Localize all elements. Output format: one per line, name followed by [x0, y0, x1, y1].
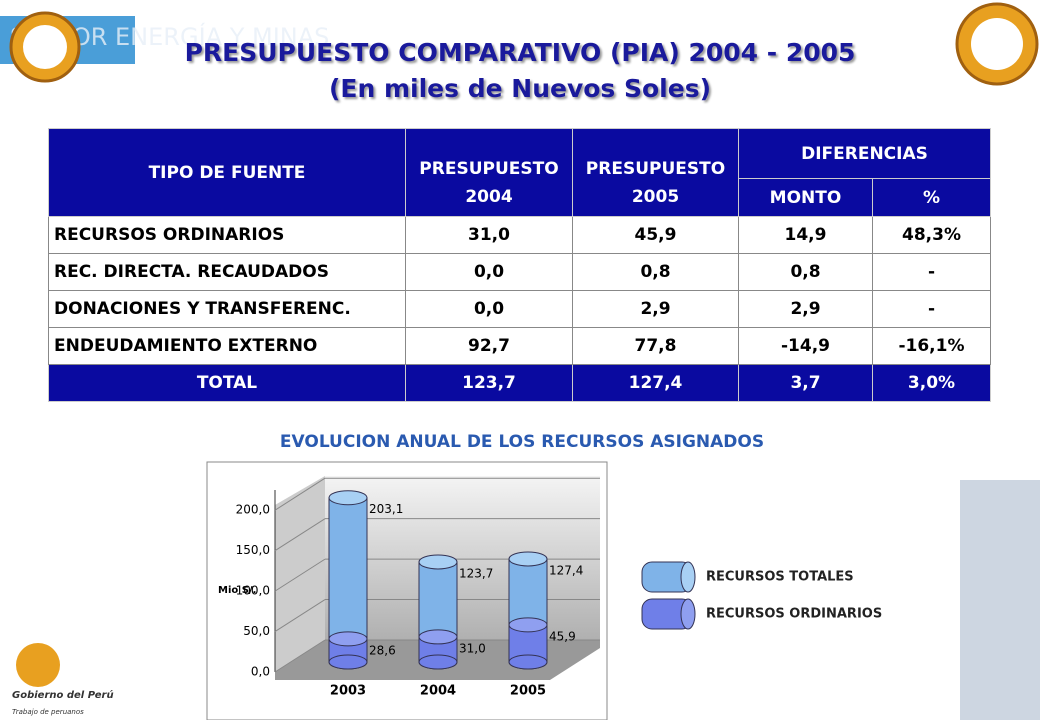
header-cell: 2005	[572, 178, 739, 217]
table-cell: TOTAL	[48, 364, 406, 402]
budget-table: TIPO DE FUENTE PRESUPUESTO PRESUPUESTO D…	[48, 128, 991, 402]
logo-left-inner	[23, 25, 67, 69]
cylinder-bottom	[418, 654, 458, 670]
back-wall	[325, 476, 600, 640]
cylinder-top	[508, 617, 548, 633]
y-tick-label: 0,0	[251, 665, 270, 679]
table-row: REC. DIRECTA. RECAUDADOS 0,0 0,8 0,8-	[48, 253, 991, 291]
header-cell: MONTO	[738, 178, 873, 217]
table-cell: 0,0	[405, 290, 573, 328]
title: PRESUPUESTO COMPARATIVO (PIA) 2004 - 200…	[184, 38, 856, 67]
table-cell: 0,0	[405, 253, 573, 291]
y-tick-label: 200,0	[236, 503, 270, 517]
header-cell: DIFERENCIAS	[738, 128, 991, 179]
table-cell: -	[872, 253, 991, 291]
table-cell: 123,7	[405, 364, 573, 402]
header-cell: PRESUPUESTO	[572, 128, 739, 179]
chart-title: EVOLUCION ANUAL DE LOS RECURSOS ASIGNADO…	[279, 432, 765, 452]
legend-label: RECURSOS TOTALES	[706, 570, 854, 585]
cylinder-top	[328, 490, 368, 506]
table-cell: REC. DIRECTA. RECAUDADOS	[48, 253, 406, 291]
table-row: ENDEUDAMIENTO EXTERNO 92,7 77,8 -14,9 -16,1%	[48, 327, 991, 365]
value-label: 31,0	[459, 641, 486, 655]
x-tick-label: 2004	[420, 684, 456, 699]
cylinder-top	[508, 551, 548, 567]
grid-line	[274, 518, 326, 552]
y-axis-label: Mio S/.	[218, 585, 256, 596]
table-cell: 92,7	[405, 327, 573, 365]
table-cell: DONACIONES Y TRANSFERENC.	[48, 290, 406, 328]
y-tick-label: 150,0	[236, 543, 270, 557]
table-row: TOTAL 123,7 127,4 3,7 3,0%	[48, 364, 991, 402]
table-cell: 14,9	[738, 216, 873, 254]
building-photo	[960, 480, 1040, 720]
grid-line	[274, 639, 326, 673]
table-cell: 127,4	[572, 364, 739, 402]
header-cell: 2004	[405, 178, 573, 217]
gov-logo-text: Gobierno del Perú	[12, 689, 114, 701]
table-cell: -16,1%	[872, 327, 991, 365]
y-tick-label: 50,0	[243, 624, 270, 638]
table-cell: RECURSOS ORDINARIOS	[48, 216, 406, 254]
logo-right-inner	[971, 18, 1023, 70]
legend-swatch-end	[680, 598, 696, 630]
y-tick-label: 100,0	[236, 584, 270, 598]
table-cell: 31,0	[405, 216, 573, 254]
legend-swatch-end	[680, 561, 696, 593]
table-cell: 3,7	[738, 364, 873, 402]
header-cell: PRESUPUESTO	[405, 128, 573, 179]
cylinder-top	[418, 554, 458, 570]
grid-line	[274, 599, 326, 632]
gov-logo	[16, 643, 60, 687]
value-label: 203,1	[369, 502, 403, 516]
gov-motto: Trabajo de peruanos	[12, 708, 84, 716]
x-tick-label: 2005	[510, 684, 546, 699]
cylinder-top	[418, 629, 458, 645]
cylinder-top	[328, 631, 368, 647]
grid-line	[274, 477, 326, 511]
value-label: 45,9	[549, 629, 576, 643]
cylinder-bottom	[328, 654, 368, 670]
cylinder-bottom	[508, 654, 548, 670]
x-tick-label: 2003	[330, 684, 366, 699]
table-cell: ENDEUDAMIENTO EXTERNO	[48, 327, 406, 365]
subtitle: (En miles de Nuevos Soles)	[328, 74, 712, 103]
table-row: DONACIONES Y TRANSFERENC. 0,0 2,9 2,9-	[48, 290, 991, 328]
table-row: RECURSOS ORDINARIOS 31,0 45,9 14,9 48,3%	[48, 216, 991, 254]
table-cell: 0,8	[572, 253, 739, 291]
value-label: 123,7	[459, 566, 493, 580]
value-label: 28,6	[369, 643, 396, 657]
grid-line	[274, 558, 326, 592]
value-label: 127,4	[549, 563, 583, 577]
table-cell: 3,0%	[872, 364, 991, 402]
header-cell: %	[872, 178, 991, 217]
legend-label: RECURSOS ORDINARIOS	[706, 607, 882, 622]
table-cell: 45,9	[572, 216, 739, 254]
header-cell: TIPO DE FUENTE	[48, 128, 406, 217]
